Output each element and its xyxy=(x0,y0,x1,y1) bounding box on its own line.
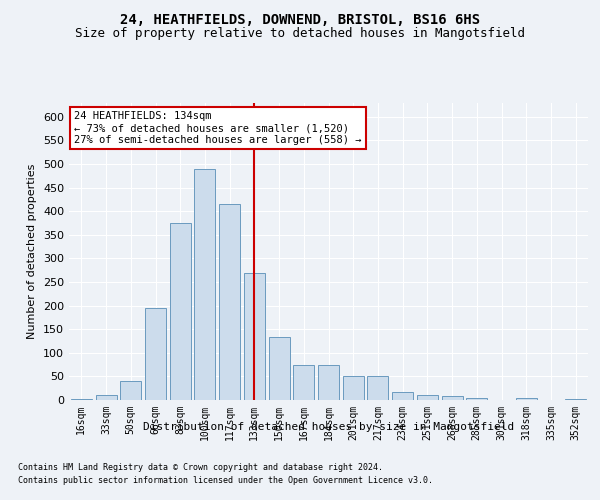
Text: Contains HM Land Registry data © Crown copyright and database right 2024.: Contains HM Land Registry data © Crown c… xyxy=(18,462,383,471)
Bar xyxy=(219,204,240,400)
Bar xyxy=(244,272,265,400)
Text: Distribution of detached houses by size in Mangotsfield: Distribution of detached houses by size … xyxy=(143,422,514,432)
Y-axis label: Number of detached properties: Number of detached properties xyxy=(28,164,37,339)
Bar xyxy=(318,364,339,400)
Bar xyxy=(343,376,364,400)
Bar xyxy=(565,399,586,400)
Bar xyxy=(269,337,290,400)
Bar xyxy=(516,398,537,400)
Text: Contains public sector information licensed under the Open Government Licence v3: Contains public sector information licen… xyxy=(18,476,433,485)
Bar xyxy=(293,364,314,400)
Bar xyxy=(95,396,116,400)
Bar xyxy=(442,396,463,400)
Bar xyxy=(194,168,215,400)
Bar xyxy=(417,396,438,400)
Bar xyxy=(170,223,191,400)
Bar xyxy=(71,398,92,400)
Bar xyxy=(367,376,388,400)
Text: Size of property relative to detached houses in Mangotsfield: Size of property relative to detached ho… xyxy=(75,28,525,40)
Bar xyxy=(145,308,166,400)
Text: 24, HEATHFIELDS, DOWNEND, BRISTOL, BS16 6HS: 24, HEATHFIELDS, DOWNEND, BRISTOL, BS16 … xyxy=(120,12,480,26)
Bar xyxy=(120,381,141,400)
Bar xyxy=(392,392,413,400)
Bar xyxy=(466,398,487,400)
Text: 24 HEATHFIELDS: 134sqm
← 73% of detached houses are smaller (1,520)
27% of semi-: 24 HEATHFIELDS: 134sqm ← 73% of detached… xyxy=(74,112,362,144)
